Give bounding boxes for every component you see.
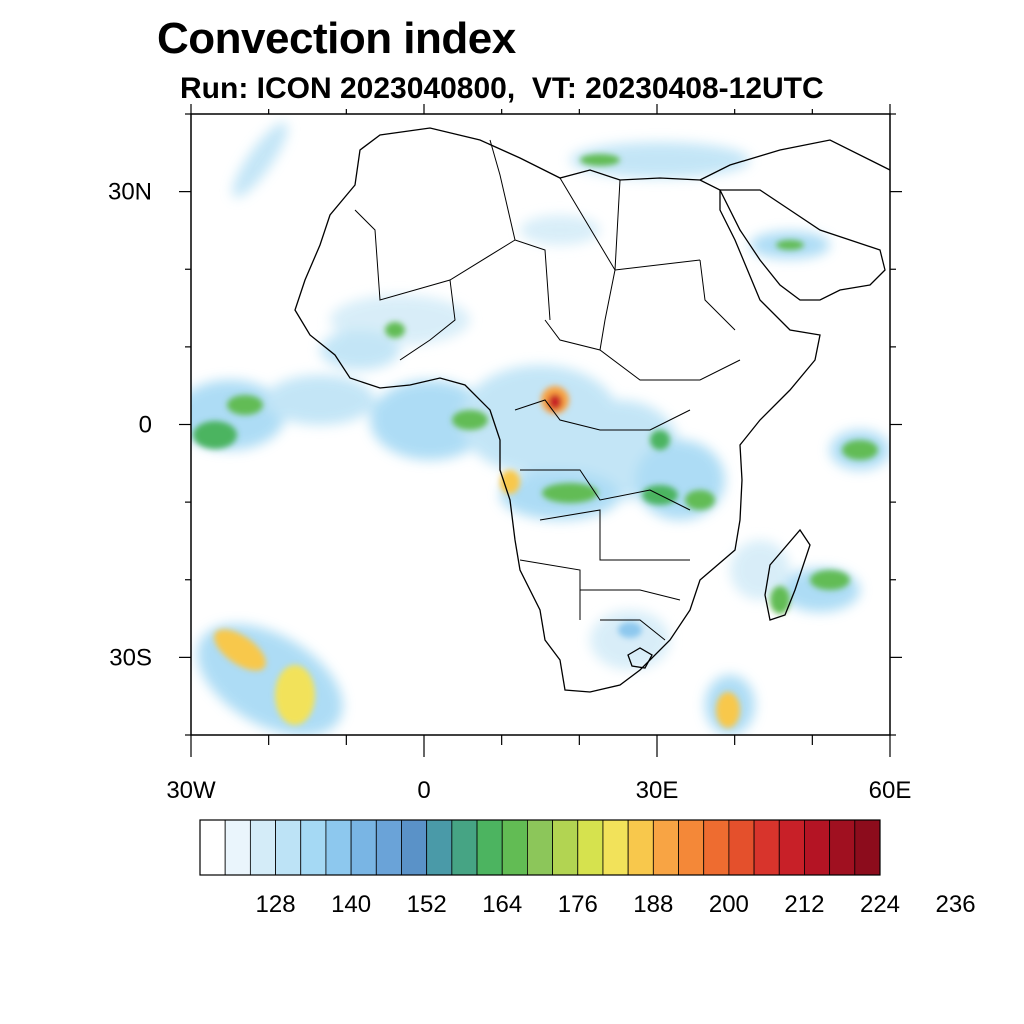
colorbar-label: 140 — [331, 891, 371, 918]
colorbar-swatch — [577, 819, 604, 876]
colorbar-swatch — [300, 819, 327, 876]
colorbar-label: 128 — [256, 891, 296, 918]
colorbar-swatch — [703, 819, 730, 876]
colorbar-swatch — [778, 819, 805, 876]
colorbar-swatch — [375, 819, 402, 876]
colorbar-label: 164 — [482, 891, 522, 918]
colorbar-swatch — [552, 819, 579, 876]
colorbar-swatch — [627, 819, 654, 876]
lon-tick-label: 60E — [869, 777, 912, 804]
colorbar-swatch — [249, 819, 276, 876]
colorbar: 128 140 152 164 176 188 200 212 224 236 — [199, 819, 976, 918]
colorbar-swatch — [451, 819, 478, 876]
colorbar-swatch — [476, 819, 503, 876]
colorbar-label: 176 — [558, 891, 598, 918]
latitude-axis: 30N 0 30S — [108, 113, 902, 736]
lon-tick-label: 30E — [636, 777, 679, 804]
colorbar-swatch — [728, 819, 755, 876]
colorbar-swatch — [652, 819, 679, 876]
colorbar-swatch — [501, 819, 528, 876]
colorbar-swatch — [325, 819, 352, 876]
colorbar-label: 188 — [633, 891, 673, 918]
colorbar-swatch — [854, 819, 881, 876]
lat-tick-label: 0 — [139, 412, 152, 439]
colorbar-frame — [199, 819, 881, 876]
colorbar-swatch — [527, 819, 553, 876]
lat-tick-label: 30S — [109, 644, 152, 671]
colorbar-swatch — [804, 819, 831, 876]
colorbar-label: 200 — [709, 891, 749, 918]
map-title: Convection index — [157, 14, 516, 63]
lat-tick-label: 30N — [108, 179, 152, 206]
colorbar-swatch — [678, 819, 705, 876]
colorbar-swatch — [829, 819, 856, 876]
convection-field — [191, 122, 890, 735]
colorbar-swatch — [602, 819, 629, 876]
country-borders — [354, 139, 741, 641]
colorbar-label: 224 — [860, 891, 900, 918]
colorbar-swatch — [753, 819, 780, 876]
colorbar-label: 212 — [784, 891, 824, 918]
coastlines — [294, 127, 890, 693]
colorbar-label: 236 — [936, 891, 976, 918]
lon-tick-label: 30W — [166, 777, 216, 804]
longitude-axis: 30W 0 30E 60E — [166, 104, 911, 804]
colorbar-swatch — [199, 819, 226, 876]
colorbar-swatch — [426, 819, 453, 876]
map-subtitle: Run: ICON 2023040800, VT: 20230408-12UTC — [180, 72, 824, 105]
colorbar-swatch — [275, 819, 302, 876]
colorbar-label: 152 — [407, 891, 447, 918]
colorbar-swatch — [350, 819, 377, 876]
colorbar-swatch — [401, 819, 428, 876]
colorbar-swatch — [224, 819, 251, 876]
lon-tick-label: 0 — [417, 777, 430, 804]
